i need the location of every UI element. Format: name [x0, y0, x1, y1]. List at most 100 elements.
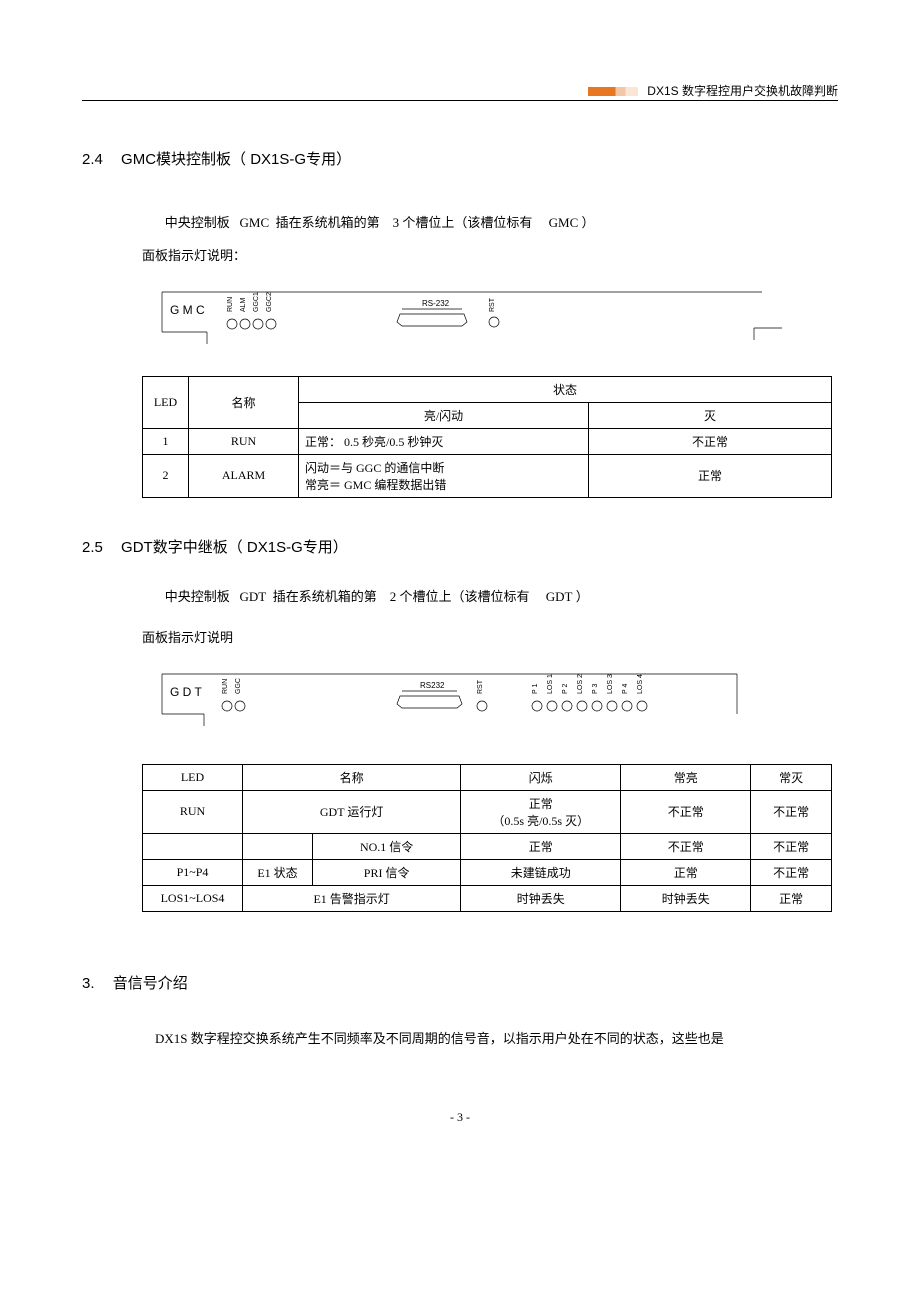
- cell-line: 闪动＝与 GGC 的通信中断: [305, 459, 582, 476]
- cell: 未建链成功: [461, 859, 621, 885]
- p-t4: 3: [393, 211, 400, 234]
- section-3-para: DX1S 数字程控交换系统产生不同频率及不同周期的信号音，以指示用户处在不同的状…: [142, 1027, 838, 1050]
- p-t3: 插在系统机箱的第: [273, 585, 377, 608]
- th-state: 状态: [299, 376, 832, 402]
- section-25-para1: 中央控制板 GDT 插在系统机箱的第 2 个槽位上（该槽位标有 GDT ）: [142, 585, 838, 608]
- cell: RUN: [189, 428, 299, 454]
- gmc-svg: G M C RUN ALM GGC1 GGC2 RS-232 RST: [142, 282, 782, 352]
- cell: 不正常: [621, 833, 751, 859]
- cell: NO.1 信令: [313, 833, 461, 859]
- rs232-port: RS232: [397, 681, 462, 708]
- section-25-para2: 面板指示灯说明: [142, 626, 838, 649]
- svg-text:RS232: RS232: [420, 681, 445, 690]
- th-name: 名称: [189, 376, 299, 428]
- gmc-leds: RUN ALM GGC1 GGC2: [227, 292, 276, 329]
- table-row: LOS1~LOS4 E1 告警指示灯 时钟丢失 时钟丢失 正常: [143, 885, 832, 911]
- cell: 2: [143, 454, 189, 497]
- p-t6: GMC: [549, 211, 579, 234]
- gdt-panel-diagram: G D T RUN GGC RS232 RST P 1 LOS 1 P 2 LO…: [142, 664, 838, 734]
- cell: 不正常: [751, 859, 832, 885]
- p-body: DX1S 数字程控交换系统产生不同频率及不同周期的信号音，以指示用户处在不同的状…: [155, 1031, 724, 1046]
- cell: 不正常: [751, 790, 832, 833]
- cell: ALARM: [189, 454, 299, 497]
- svg-text:RUN: RUN: [227, 297, 234, 312]
- section-24-para1: 中央控制板 GMC 插在系统机箱的第 3 个槽位上（该槽位标有 GMC ）: [142, 211, 838, 234]
- svg-text:ALM: ALM: [240, 297, 247, 312]
- svg-text:RUN: RUN: [222, 678, 229, 693]
- section-24-para2: 面板指示灯说明：: [142, 244, 838, 267]
- cell: P1~P4: [143, 859, 243, 885]
- th-on: 常亮: [621, 764, 751, 790]
- cell: GDT 运行灯: [243, 790, 461, 833]
- cell: 正常 （0.5s 亮/0.5s 灭）: [461, 790, 621, 833]
- gdt-plos: P 1 LOS 1 P 2 LOS 2 P 3 LOS 3 P 4 LOS 4: [532, 674, 647, 711]
- table-row: NO.1 信令 正常 不正常 不正常: [143, 833, 832, 859]
- svg-text:LOS 4: LOS 4: [637, 674, 644, 694]
- gdt-leds: RUN GGC: [222, 678, 245, 711]
- svg-text:GGC2: GGC2: [266, 292, 273, 312]
- svg-text:LOS 2: LOS 2: [577, 674, 584, 694]
- p-t7: ）: [576, 585, 589, 608]
- cell: 时钟丢失: [621, 885, 751, 911]
- svg-text:P 1: P 1: [532, 683, 539, 693]
- th-on: 亮/闪动: [299, 402, 589, 428]
- section-title-a: GDT: [121, 539, 153, 556]
- table-row: P1~P4 E1 状态 PRI 信令 未建链成功 正常 不正常: [143, 859, 832, 885]
- cell: 正常: [751, 885, 832, 911]
- table-row: RUN GDT 运行灯 正常 （0.5s 亮/0.5s 灭） 不正常 不正常: [143, 790, 832, 833]
- page-number: - 3 -: [82, 1110, 838, 1125]
- section-24-title: 2.4 GMC模块控制板（ DX1S-G专用）: [82, 148, 838, 169]
- section-title-b: 模块控制板（: [156, 151, 246, 168]
- cell: [143, 833, 243, 859]
- svg-text:RST: RST: [477, 679, 484, 694]
- p-t2: GMC: [240, 211, 270, 234]
- p-t7: ）: [582, 211, 595, 234]
- gmc-table: LED 名称 状态 亮/闪动 灭 1 RUN 正常： 0.5 秒亮/0.5 秒钟…: [142, 376, 832, 498]
- svg-text:RST: RST: [489, 297, 496, 312]
- svg-text:GGC1: GGC1: [253, 292, 260, 312]
- svg-text:P 2: P 2: [562, 683, 569, 693]
- header-prefix: DX1S: [647, 84, 678, 98]
- cell-line: 正常: [467, 795, 614, 812]
- cell: 1: [143, 428, 189, 454]
- cell: PRI 信令: [313, 859, 461, 885]
- cell: 闪动＝与 GGC 的通信中断 常亮＝ GMC 编程数据出错: [299, 454, 589, 497]
- gdt-svg: G D T RUN GGC RS232 RST P 1 LOS 1 P 2 LO…: [142, 664, 782, 734]
- svg-text:P 3: P 3: [592, 683, 599, 693]
- th-name: 名称: [243, 764, 461, 790]
- header-rule: [82, 100, 838, 101]
- cell: 不正常: [621, 790, 751, 833]
- page-header: DX1S 数字程控用户交换机故障判断: [588, 82, 838, 99]
- cell: RUN: [143, 790, 243, 833]
- p-t6: GDT: [546, 585, 573, 608]
- cell: E1 状态: [243, 859, 313, 885]
- cell-line: （0.5s 亮/0.5s 灭）: [467, 812, 614, 829]
- section-number: 3.: [82, 975, 95, 992]
- svg-text:P 4: P 4: [622, 683, 629, 693]
- section-title-a: GMC: [121, 151, 156, 168]
- cell: 时钟丢失: [461, 885, 621, 911]
- th-off: 灭: [589, 402, 832, 428]
- cell: 不正常: [589, 428, 832, 454]
- section-25-title: 2.5 GDT数字中继板（ DX1S-G专用）: [82, 536, 838, 557]
- cell: 不正常: [751, 833, 832, 859]
- cell: 正常： 0.5 秒亮/0.5 秒钟灭: [299, 428, 589, 454]
- cell: LOS1~LOS4: [143, 885, 243, 911]
- section-number: 2.4: [82, 151, 103, 168]
- p-t2: GDT: [240, 585, 267, 608]
- section-title-d: 专用）: [303, 539, 348, 556]
- table-row: 1 RUN 正常： 0.5 秒亮/0.5 秒钟灭 不正常: [143, 428, 832, 454]
- p-t5: 个槽位上（该槽位标有: [400, 585, 530, 608]
- section-3-title: 3. 音信号介绍: [82, 972, 838, 993]
- th-blink: 闪烁: [461, 764, 621, 790]
- cell: 正常: [621, 859, 751, 885]
- p-t4: 2: [390, 585, 397, 608]
- rs232-port: RS-232: [397, 299, 467, 326]
- cell-line: 常亮＝ GMC 编程数据出错: [305, 476, 582, 493]
- gmc-panel-diagram: G M C RUN ALM GGC1 GGC2 RS-232 RST: [142, 282, 838, 352]
- section-number: 2.5: [82, 539, 103, 556]
- gdt-table: LED 名称 闪烁 常亮 常灭 RUN GDT 运行灯 正常 （0.5s 亮/0…: [142, 764, 832, 912]
- cell: 正常: [589, 454, 832, 497]
- gmc-label: G M C: [170, 303, 205, 317]
- section-title: 音信号介绍: [113, 975, 188, 992]
